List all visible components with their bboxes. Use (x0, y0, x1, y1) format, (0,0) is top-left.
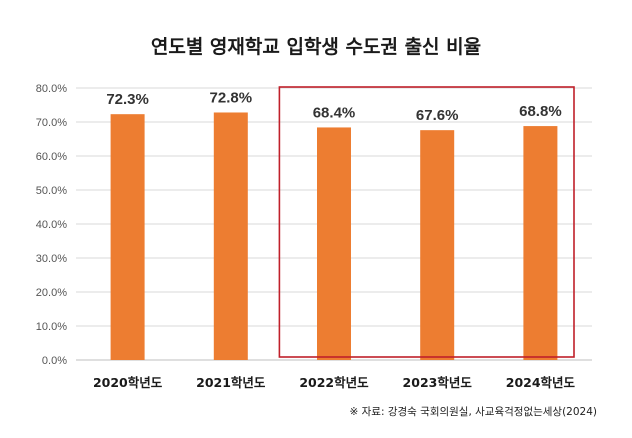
x-tick-label: 2024학년도 (506, 375, 576, 390)
y-axis-ticks: 0.0% 10.0% 20.0% 30.0% 40.0% 50.0% 60.0% 70.0% 8… (36, 83, 67, 367)
y-tick-label: 40.0% (36, 219, 67, 231)
y-tick-label: 10.0% (36, 321, 67, 333)
x-tick-label: 2020학년도 (93, 375, 163, 390)
x-tick-label: 2023학년도 (403, 375, 473, 390)
highlight-box (278, 86, 575, 358)
y-tick-label: 30.0% (36, 253, 67, 265)
bar (523, 126, 558, 360)
source-note: ※ 자료: 강경숙 국회의원실, 사교육걱정없는세상(2024) (350, 405, 597, 418)
bar (110, 114, 145, 361)
y-tick-label: 50.0% (36, 185, 67, 197)
data-labels: 72.3% 72.8% 68.4% 67.6% 68.8% (106, 89, 561, 124)
y-tick-label: 60.0% (36, 151, 67, 163)
chart-title: 연도별 영재학교 입학생 수도권 출신 비율 (151, 36, 481, 58)
bar (420, 130, 455, 360)
y-tick-label: 70.0% (36, 117, 67, 129)
data-label: 68.8% (519, 103, 562, 120)
y-tick-label: 0.0% (42, 355, 67, 367)
data-label: 67.6% (416, 107, 459, 124)
y-tick-label: 80.0% (36, 83, 67, 95)
data-label: 72.3% (106, 91, 149, 108)
x-axis-labels: 2020학년도 2021학년도 2022학년도 2023학년도 2024학년도 (93, 375, 576, 390)
bars (110, 112, 558, 361)
data-label: 68.4% (313, 104, 356, 121)
y-tick-label: 20.0% (36, 287, 67, 299)
bar (213, 112, 248, 360)
x-tick-label: 2022학년도 (299, 375, 369, 390)
bar (317, 127, 351, 360)
data-label: 72.8% (210, 89, 253, 106)
x-tick-label: 2021학년도 (196, 375, 266, 390)
